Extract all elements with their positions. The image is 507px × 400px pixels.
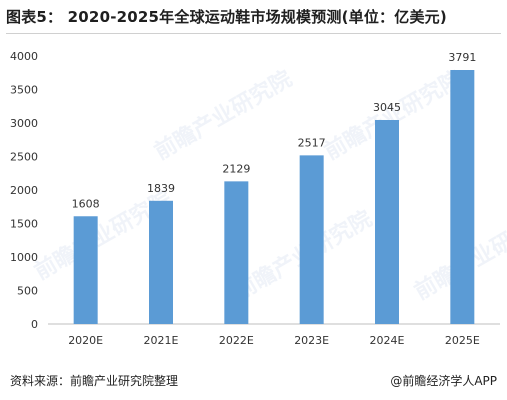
chart-title: 图表5： 2020-2025年全球运动鞋市场规模预测(单位：亿美元): [6, 8, 447, 26]
data-label: 3045: [373, 101, 401, 114]
bar-chart: 前瞻产业研究院前瞻产业研究院前瞻产业研究院前瞻产业研究院前瞻产业研究院 0 500…: [10, 50, 507, 347]
x-tick-label: 2023E: [294, 334, 329, 347]
bar: [73, 216, 98, 324]
credit-note: @前瞻经济学人APP: [390, 374, 497, 388]
source-note: 资料来源：前瞻产业研究院整理: [10, 374, 179, 388]
x-tick-label: 2020E: [68, 334, 103, 347]
y-tick-label: 500: [17, 285, 38, 298]
x-tick-label: 2022E: [219, 334, 254, 347]
y-tick-label: 1500: [10, 218, 38, 231]
y-tick-label: 2000: [10, 184, 38, 197]
data-label: 3791: [448, 51, 476, 64]
data-label: 2129: [222, 162, 250, 175]
y-tick-label: 3500: [10, 84, 38, 97]
y-tick-label: 0: [31, 318, 38, 331]
y-tick-label: 3000: [10, 117, 38, 130]
bar: [450, 70, 475, 325]
bar: [375, 119, 399, 324]
data-label: 1839: [147, 182, 175, 195]
y-tick-label: 2500: [10, 151, 38, 164]
y-tick-label: 4000: [10, 50, 38, 63]
y-axis: 0 500 1000 1500 2000 2500 3000 3500 4000: [10, 50, 38, 331]
bars: [73, 70, 475, 325]
bar: [224, 181, 249, 324]
data-label: 2517: [298, 136, 326, 149]
bar: [149, 200, 173, 324]
x-axis: 2020E 2021E 2022E 2023E 2024E 2025E: [48, 323, 500, 347]
x-tick-label: 2025E: [445, 334, 480, 347]
x-tick-label: 2024E: [370, 334, 405, 347]
watermark-layer: 前瞻产业研究院前瞻产业研究院前瞻产业研究院前瞻产业研究院前瞻产业研究院: [30, 66, 507, 306]
y-tick-label: 1000: [10, 251, 38, 264]
title-divider: [6, 33, 501, 34]
data-label: 1608: [72, 197, 100, 210]
bar: [299, 155, 324, 324]
watermark-text: 前瞻产业研究院: [150, 66, 296, 166]
x-tick-label: 2021E: [144, 334, 179, 347]
data-labels: 1608 1839 2129 2517 3045 3791: [72, 51, 477, 210]
